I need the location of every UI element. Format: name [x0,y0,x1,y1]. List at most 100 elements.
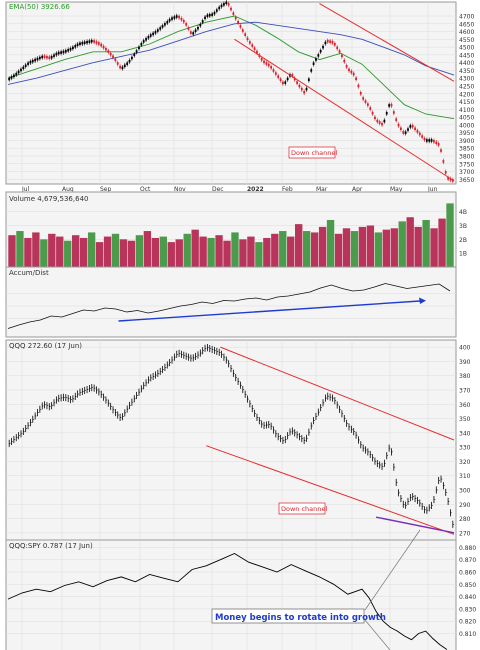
price-candle-body [392,111,395,114]
price-candle-body [296,81,298,84]
price-y-tick-label: 3850 [459,146,474,153]
price-candle-body [67,48,70,52]
price-candle-body [135,50,138,53]
ratio-y-tick-label: 0.850 [459,582,476,589]
price-candle-body [175,15,178,18]
price-candle-body [194,29,197,33]
price-candle-body [315,58,317,61]
volume-bar [318,226,327,267]
price-candle-body [244,33,247,36]
price-candle-body [48,56,51,59]
price-candle-body [241,29,244,32]
price-candle-body [444,171,447,174]
price-candle-body [324,41,327,45]
price-candle-body [435,141,438,145]
volume-bar [310,232,319,267]
qqq-y-tick-label: 310 [459,473,471,480]
price-candle-body [402,131,405,134]
ratio-y-tick-label: 0.830 [459,606,476,613]
price-x-tick-label: Mar [316,186,328,193]
price-candle-body [430,139,433,142]
price-candle-body [305,87,308,91]
qqq-grid [6,340,456,540]
price-candle-body [343,59,346,63]
price-candle-body [119,65,121,69]
price-candle-body [298,84,301,88]
accum-dist-line [7,283,451,329]
price-candle-body [189,31,192,34]
price-candle-body [390,103,393,107]
price-y-tick-label: 4700 [459,14,474,21]
volume-bar [72,235,80,267]
price-candle-body [442,160,445,163]
volume-bar [87,232,96,267]
price-candle-body [185,23,188,26]
price-y-tick-label: 4450 [459,52,474,59]
price-legend: EMA(50) 3926.66 [9,3,70,11]
accum-dist-series [7,283,451,329]
price-candle-body [142,40,145,43]
svg-text:Down channel: Down channel [291,149,337,157]
qqq-support-segment [375,516,455,534]
volume-bar [342,228,351,267]
price-candle-body [256,50,258,54]
price-candle-body [171,17,173,20]
price-candle-body [449,178,452,181]
price-candle-body [199,23,202,27]
ratio-legend: QQQ:SPY 0.787 (17 Jun) [9,542,93,550]
price-candle-body [112,55,114,58]
price-candle-body [121,66,124,70]
price-candle-body [211,13,214,16]
qqq-panel: 270 280 290 300 310 320 330 340 350 360 370 380 390 4… [5,339,471,541]
price-candle-body [388,104,391,107]
price-candle-body [192,32,195,35]
price-candle-body [369,107,372,110]
qqq-y-tick-label: 300 [459,488,471,495]
volume-legend: Volume 4,679,536,640 [9,195,88,203]
price-candle-body [341,54,343,58]
price-candle-body [437,143,440,146]
price-y-tick-label: 4200 [459,91,474,98]
price-candle-body [41,55,44,59]
price-candle-body [352,72,355,76]
volume-panel: 1B 2B 3B 4B Volume 4,679,536,640 [5,191,467,268]
price-candle-body [385,111,388,115]
price-candle-body [62,50,65,54]
accum-dist-panel: Accum/Dist [5,266,457,338]
price-candle-body [366,103,369,106]
price-candle-body [178,15,180,19]
volume-bar [430,228,438,267]
price-candle-body [404,131,407,134]
qqq-y-tick-label: 360 [459,402,471,409]
price-y-tick-label: 3900 [459,138,474,145]
price-candle-body [234,16,237,20]
volume-bar [438,218,446,267]
price-candle-body [133,53,136,57]
volume-bar [255,242,263,267]
price-candle-body [274,72,277,75]
price-candle-body [237,20,239,24]
ratio-y-tick-label: 0.870 [459,557,476,564]
price-candle-body [83,41,86,44]
price-candle-body [322,45,324,49]
price-candle-body [397,123,400,127]
price-y-tick-label: 4300 [459,76,474,83]
ratio-y-tick-label: 0.820 [459,619,476,626]
price-candle-body [93,40,96,43]
volume-bar [287,236,295,267]
price-candle-body [213,11,216,15]
price-candle-body [246,37,249,41]
price-candle-body [29,60,32,64]
price-candle-body [145,38,147,41]
price-candle-body [164,23,166,26]
price-candle-body [57,51,60,55]
price-candle-body [218,6,221,10]
price-channel-upper [319,3,455,82]
price-y-tick-label: 4250 [459,84,474,91]
price-candle-body [263,60,265,64]
price-candle-body [307,78,310,82]
price-candle-body [79,42,81,45]
price-candle-body [97,42,100,45]
price-y-tick-label: 4000 [459,122,474,129]
price-y-tick-label: 3800 [459,154,474,161]
